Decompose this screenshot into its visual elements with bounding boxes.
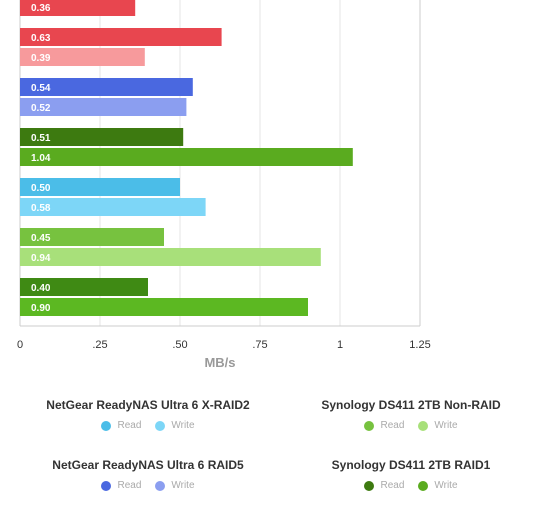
bar-value-label: 0.50	[31, 183, 51, 194]
bar-value-label: 0.90	[31, 303, 51, 314]
bar-value-label: 0.54	[31, 83, 51, 94]
bar-value-label: 0.45	[31, 233, 51, 244]
bar[interactable]	[20, 298, 308, 316]
bar[interactable]	[20, 98, 187, 116]
legend-write-dot	[418, 480, 429, 491]
bar-chart: 0.360.630.390.540.520.511.040.500.580.45…	[17, 0, 431, 370]
x-axis-title: MB/s	[204, 355, 235, 370]
legend-group-netgear-raid5: NetGear ReadyNAS Ultra 6 RAID5 Read Writ…	[18, 458, 278, 491]
bar-value-label: 0.39	[31, 53, 51, 64]
bar[interactable]	[20, 128, 184, 146]
chart-bars: 0.36 0.63 0.39 0.54 0.52 0.51 1.04 0.50 0.58 0.45…	[20, 0, 353, 316]
bar-value-label: 0.40	[31, 283, 51, 294]
legend-read-label: Read	[380, 480, 405, 491]
bar[interactable]	[20, 228, 164, 246]
legend-entry-write[interactable]: Write	[155, 480, 195, 491]
legend-entry-read[interactable]: Read	[101, 480, 141, 491]
legend-write-label: Write	[434, 420, 458, 431]
legend-title: Synology DS411 2TB RAID1	[331, 458, 491, 472]
bar-value-label: 0.51	[31, 133, 51, 144]
x-tick-label: 1	[337, 339, 343, 351]
legend-entry-read[interactable]: Read	[364, 480, 404, 491]
bar-value-label: 0.52	[31, 103, 51, 114]
bar-value-label: 0.36	[31, 3, 51, 14]
bar[interactable]	[20, 148, 353, 166]
legend-write-dot	[155, 480, 166, 491]
bar-value-label: 0.94	[31, 253, 51, 264]
legend-group-synology-nonraid: Synology DS411 2TB Non-RAID Read Write	[281, 398, 541, 431]
bar[interactable]	[20, 48, 145, 66]
bar[interactable]	[20, 78, 193, 96]
legend-read-label: Read	[117, 480, 142, 491]
bar[interactable]	[20, 178, 180, 196]
legend-read-label: Read	[380, 420, 405, 431]
legend-entry-write[interactable]: Write	[155, 420, 195, 431]
legend-read-dot	[364, 480, 375, 491]
bar[interactable]	[20, 198, 206, 216]
legend-entry-read[interactable]: Read	[101, 420, 141, 431]
legend-entry-write[interactable]: Write	[418, 480, 458, 491]
legend-write-dot	[418, 420, 429, 431]
bar-value-label: 1.04	[31, 153, 51, 164]
legend-read-label: Read	[117, 420, 142, 431]
legend-group-netgear-xraid2: NetGear ReadyNAS Ultra 6 X-RAID2 Read Wr…	[18, 398, 278, 431]
legend-entry-read[interactable]: Read	[364, 420, 404, 431]
bar[interactable]	[20, 28, 222, 46]
legend-read-dot	[364, 420, 375, 431]
legend-entry-write[interactable]: Write	[418, 420, 458, 431]
bar[interactable]	[20, 278, 148, 296]
legend-title: NetGear ReadyNAS Ultra 6 X-RAID2	[46, 398, 250, 412]
legend-group-synology-raid1: Synology DS411 2TB RAID1 Read Write	[281, 458, 541, 491]
bar-value-label: 0.58	[31, 203, 51, 214]
legend-title: NetGear ReadyNAS Ultra 6 RAID5	[52, 458, 244, 472]
legend-write-label: Write	[171, 420, 195, 431]
bar-value-label: 0.63	[31, 33, 51, 44]
x-tick-label: .25	[92, 339, 107, 351]
x-tick-label: 1.25	[409, 339, 430, 351]
x-tick-label: 0	[17, 339, 23, 351]
legend-write-dot	[155, 420, 166, 431]
bar[interactable]	[20, 0, 136, 16]
bar[interactable]	[20, 248, 321, 266]
legend-read-dot	[101, 480, 112, 491]
legend-read-dot	[101, 420, 112, 431]
legend-title: Synology DS411 2TB Non-RAID	[321, 398, 501, 412]
x-axis-ticks: 0 .25 .50 .75 1 1.25	[17, 339, 431, 351]
legend-write-label: Write	[171, 480, 195, 491]
legend-write-label: Write	[434, 480, 458, 491]
x-tick-label: .50	[172, 339, 187, 351]
x-tick-label: .75	[252, 339, 267, 351]
